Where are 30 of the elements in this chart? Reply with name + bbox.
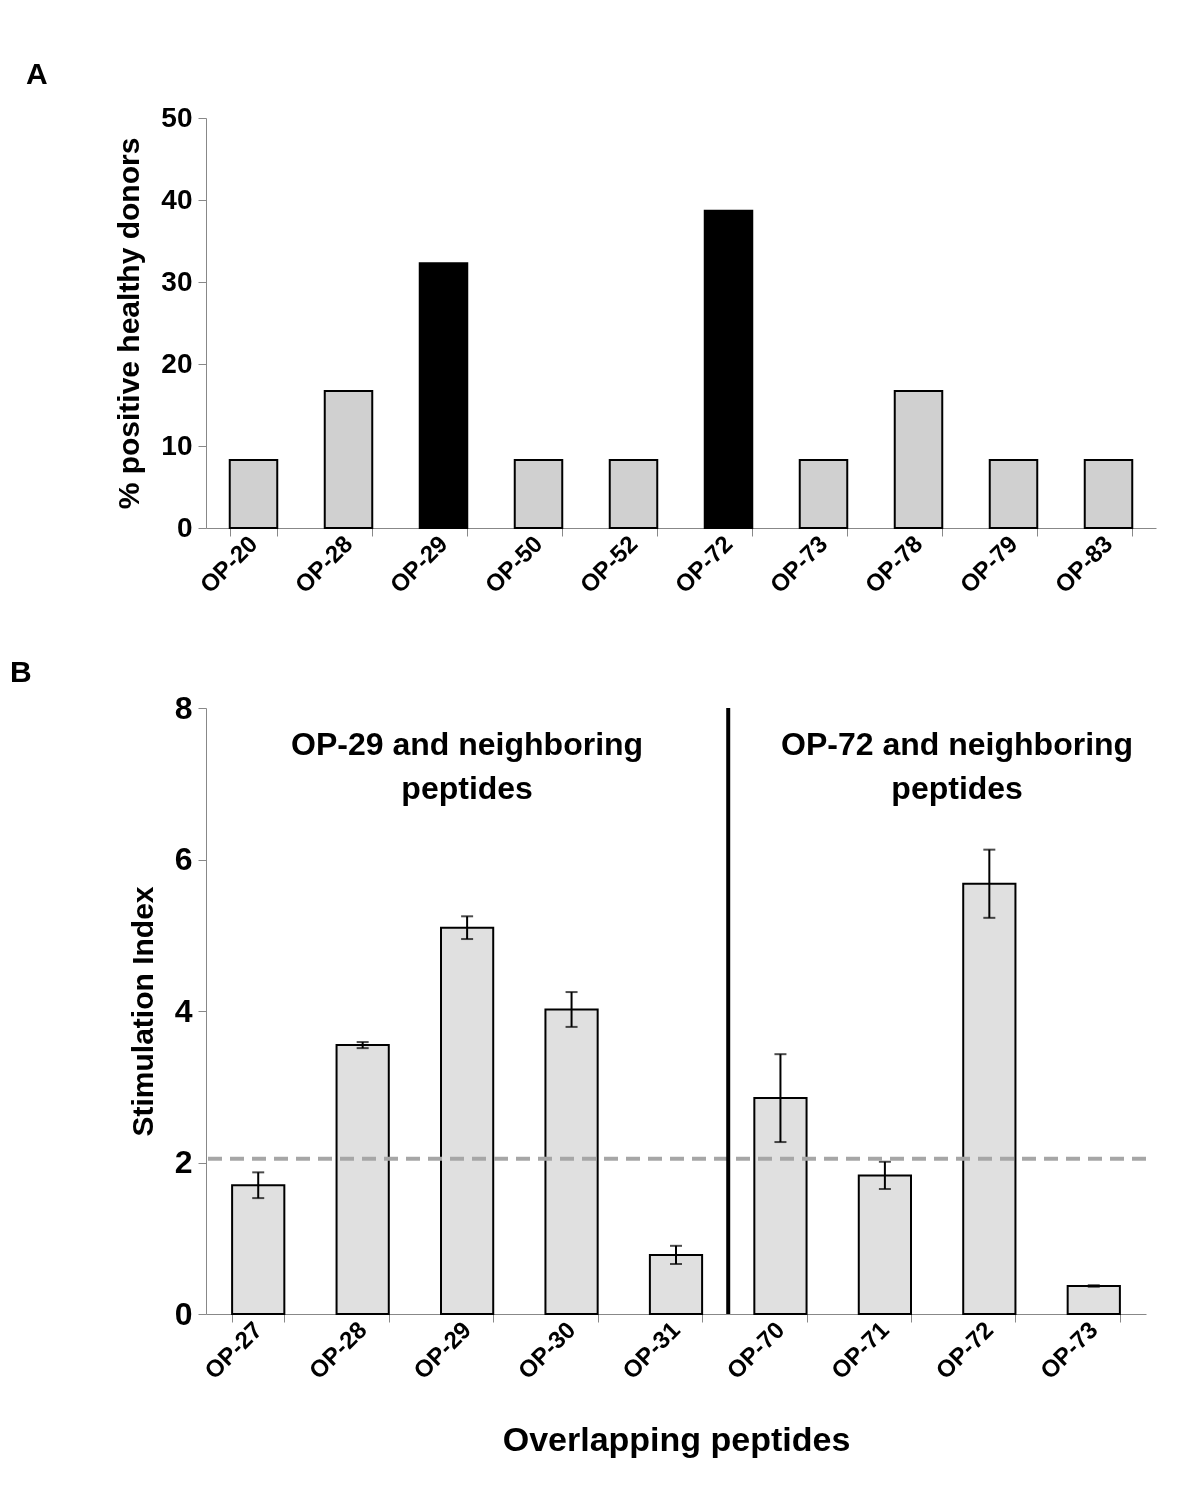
y-tick-label: 30 <box>161 265 193 297</box>
bar <box>703 209 754 529</box>
bar <box>608 458 659 529</box>
bar <box>335 1044 390 1315</box>
y-tick-label: 6 <box>174 841 193 877</box>
bar <box>228 458 279 529</box>
bar <box>893 390 944 529</box>
bar <box>323 390 374 529</box>
y-axis-title: Stimulation Index <box>125 886 159 1137</box>
y-tick-label: 4 <box>174 992 193 1029</box>
bar <box>988 458 1039 529</box>
annotation: OP-29 and neighboring peptides <box>291 726 644 806</box>
y-tick-label: 0 <box>176 511 193 543</box>
annotation: OP-72 and neighboring peptides <box>781 726 1134 806</box>
bar <box>513 458 564 529</box>
bar <box>418 262 469 529</box>
bar <box>798 458 849 529</box>
y-tick-label: 10 <box>161 429 193 461</box>
y-tick-label: 40 <box>161 183 193 215</box>
y-tick-label: 2 <box>174 1144 193 1180</box>
x-axis-title: Overlapping peptides <box>502 1420 851 1459</box>
y-axis-title: % positive healthy donors <box>112 137 146 510</box>
bar <box>1066 1284 1121 1315</box>
bar <box>1083 458 1134 529</box>
y-tick-label: 8 <box>174 689 193 726</box>
y-tick-label: 50 <box>161 101 193 133</box>
text: B <box>10 655 32 688</box>
y-tick-label: 20 <box>161 347 193 379</box>
y-tick-label: 0 <box>174 1295 193 1332</box>
text: A <box>26 57 48 90</box>
